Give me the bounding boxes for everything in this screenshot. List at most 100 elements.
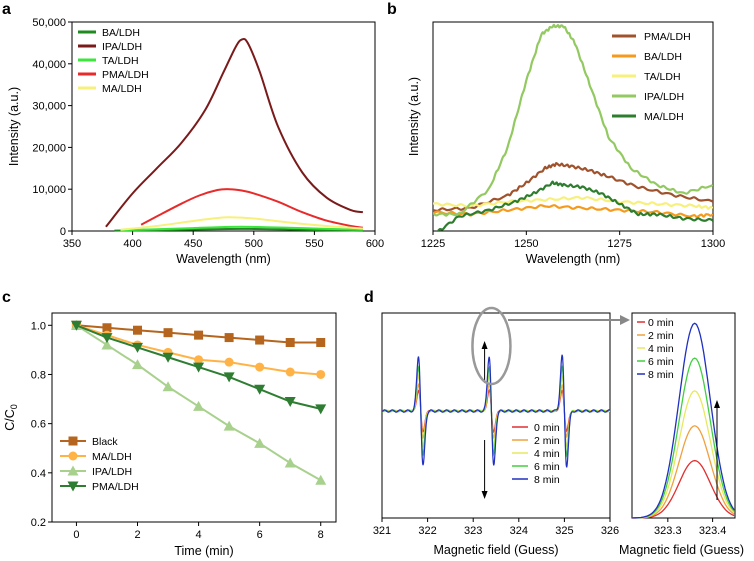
y-tick-label-c: 0.6 xyxy=(31,419,46,431)
legend-label-b: MA/LDH xyxy=(644,111,684,123)
series-line-d-4 xyxy=(382,354,610,468)
x-tick-label-c: 0 xyxy=(73,529,79,541)
data-point-c xyxy=(133,325,143,335)
legend-label-d-inset: 2 min xyxy=(648,330,674,342)
data-point-c xyxy=(284,397,296,408)
x-tick-label-d: 322 xyxy=(418,525,436,537)
y-tick-label-a: 0 xyxy=(60,226,66,238)
up-arrow-head xyxy=(481,341,488,349)
data-point-c xyxy=(102,323,112,333)
panel-label-a: a xyxy=(2,1,11,18)
x-axis-label-d: Magnetic field (Guess) xyxy=(433,543,558,557)
legend-marker-c xyxy=(68,451,78,461)
data-point-c xyxy=(193,400,205,411)
data-point-c xyxy=(193,362,205,373)
data-point-c xyxy=(163,328,173,338)
series-line-a-3 xyxy=(140,188,364,229)
legend-marker-c xyxy=(67,481,79,492)
y-tick-label-a: 30,000 xyxy=(32,101,66,113)
highlight-ellipse xyxy=(471,306,512,386)
x-tick-label-d: 321 xyxy=(373,525,391,537)
chart-d-main: 321 322 323 324 325 326 Magnetic field (Guess)… xyxy=(373,306,619,557)
data-point-c xyxy=(315,474,327,485)
down-arrow-head xyxy=(481,491,488,499)
panel-label-c: c xyxy=(2,289,11,306)
data-point-c xyxy=(223,420,235,431)
data-point-c xyxy=(316,338,326,348)
legend-label-d: 8 min xyxy=(534,474,560,486)
data-point-c xyxy=(285,338,295,348)
chart-a: 350 400 450 500 550 600 0 10,000 20,000 30,000 40,… xyxy=(7,17,384,266)
data-point-c xyxy=(132,342,144,353)
y-axis-label-b: Intensity (a.u.) xyxy=(407,77,421,156)
data-point-c xyxy=(223,372,235,383)
data-point-c xyxy=(224,333,234,343)
y-axis-label-c: C/C0 xyxy=(3,404,19,431)
data-point-c xyxy=(194,330,204,340)
legend-label-b: IPA/LDH xyxy=(644,91,684,103)
series-line-b-2 xyxy=(433,195,713,210)
series-line-a-1 xyxy=(105,37,364,228)
series-line-a-0 xyxy=(114,227,363,232)
data-point-c xyxy=(255,362,265,372)
panel-label-b: b xyxy=(387,1,397,18)
data-point-c xyxy=(284,457,296,468)
plot-frame-a xyxy=(71,21,376,232)
panel-label-d: d xyxy=(364,289,374,306)
y-tick-label-a: 20,000 xyxy=(32,142,66,154)
legend-label-d-inset: 4 min xyxy=(648,343,674,355)
legend-label-b: PMA/LDH xyxy=(644,31,691,43)
legend-label-a: BA/LDH xyxy=(102,27,140,39)
x-tick-label-d-inset: 323.4 xyxy=(699,525,727,537)
series-line-b-3 xyxy=(433,23,713,217)
legend-label-d: 4 min xyxy=(534,448,560,460)
x-tick-label-c: 8 xyxy=(318,529,324,541)
legend-label-d: 2 min xyxy=(534,435,560,447)
series-line-b-1 xyxy=(433,204,713,219)
legend-label-c: IPA/LDH xyxy=(92,466,132,478)
data-point-c xyxy=(254,437,266,448)
x-tick-label-a: 550 xyxy=(305,238,323,250)
x-tick-label-a: 350 xyxy=(63,238,81,250)
legend-label-a: PMA/LDH xyxy=(102,69,149,81)
y-tick-label-c: 1.0 xyxy=(31,320,46,332)
x-axis-label-d-inset: Magnetic field (Guess) xyxy=(619,543,744,557)
x-tick-label-a: 450 xyxy=(184,238,202,250)
series-line-d-inset-1 xyxy=(632,425,735,519)
x-tick-label-d: 323 xyxy=(464,525,482,537)
series-line-a-2 xyxy=(120,225,363,232)
x-tick-label-b: 1250 xyxy=(514,238,538,250)
data-point-c xyxy=(224,357,234,367)
x-tick-label-b: 1300 xyxy=(701,238,725,250)
y-axis-label-a: Intensity (a.u.) xyxy=(7,87,21,166)
data-point-c xyxy=(162,352,174,363)
legend-label-c: MA/LDH xyxy=(92,451,132,463)
x-tick-label-d: 324 xyxy=(510,525,528,537)
legend-label-a: IPA/LDH xyxy=(102,41,142,53)
plot-frame-d-main xyxy=(381,312,611,519)
data-point-c xyxy=(101,333,113,344)
legend-label-d-inset: 6 min xyxy=(648,356,674,368)
legend-label-a: MA/LDH xyxy=(102,83,142,95)
x-tick-label-a: 500 xyxy=(245,238,263,250)
plot-frame-b xyxy=(432,21,714,232)
y-tick-label-c: 0.4 xyxy=(31,468,46,480)
data-point-c xyxy=(254,384,266,395)
connector-arrowhead xyxy=(620,315,630,325)
data-point-c xyxy=(285,367,295,377)
data-point-c xyxy=(315,404,327,415)
y-axis-label-main: C/C xyxy=(3,409,17,431)
data-point-c xyxy=(316,369,326,379)
plot-frame-d-inset xyxy=(631,312,736,519)
legend-label-b: TA/LDH xyxy=(644,71,681,83)
x-tick-label-d-inset: 323.3 xyxy=(654,525,682,537)
legend-label-c: Black xyxy=(92,436,118,448)
x-axis-label-c: Time (min) xyxy=(174,544,233,558)
inset-arrow-head xyxy=(714,400,720,408)
legend-label-d: 6 min xyxy=(534,461,560,473)
series-line-b-4 xyxy=(436,180,713,231)
x-tick-label-c: 6 xyxy=(257,529,263,541)
chart-b: 1225 1250 1275 1300 Wavelength (nm) Intensity… xyxy=(407,21,725,266)
